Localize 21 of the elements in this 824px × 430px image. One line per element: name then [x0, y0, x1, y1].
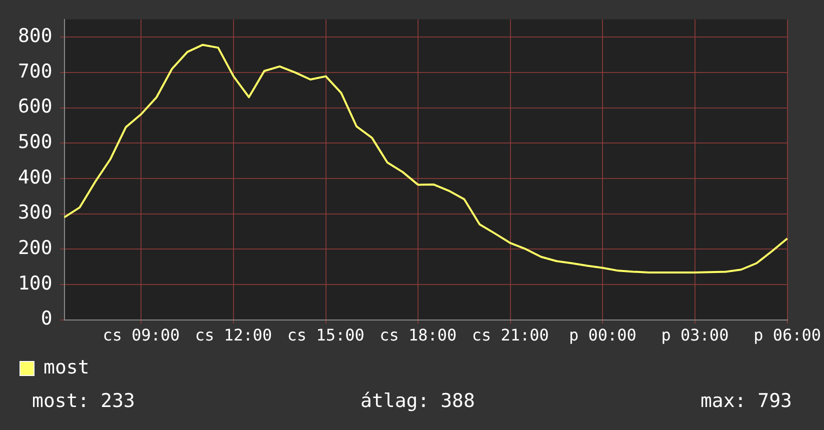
x-tick-label: cs 12:00	[194, 326, 272, 345]
y-tick-label: 500	[18, 131, 52, 154]
x-tick-label: p 06:00	[754, 326, 822, 345]
text: most: 233	[32, 390, 135, 412]
y-tick-label: 200	[18, 237, 52, 260]
y-tick-label: 600	[18, 96, 52, 118]
x-tick-label: cs 18:00	[380, 326, 457, 345]
text: max: 793	[700, 390, 792, 412]
x-tick-label: cs 09:00	[102, 326, 180, 345]
y-tick-label: 300	[18, 202, 52, 224]
x-tick-label: cs 15:00	[287, 326, 364, 345]
y-tick-label: 800	[18, 25, 52, 48]
x-tick-label: p 00:00	[568, 326, 636, 345]
y-tick-label: 100	[18, 272, 52, 294]
x-tick-label: cs 21:00	[472, 326, 549, 345]
legend-label: most	[44, 356, 90, 378]
x-tick-label: p 03:00	[661, 326, 729, 345]
y-tick-label: 700	[18, 60, 52, 82]
y-tick-label: 400	[18, 166, 52, 188]
text: átlag: 388	[360, 390, 475, 412]
y-tick-label: 0	[40, 308, 52, 330]
